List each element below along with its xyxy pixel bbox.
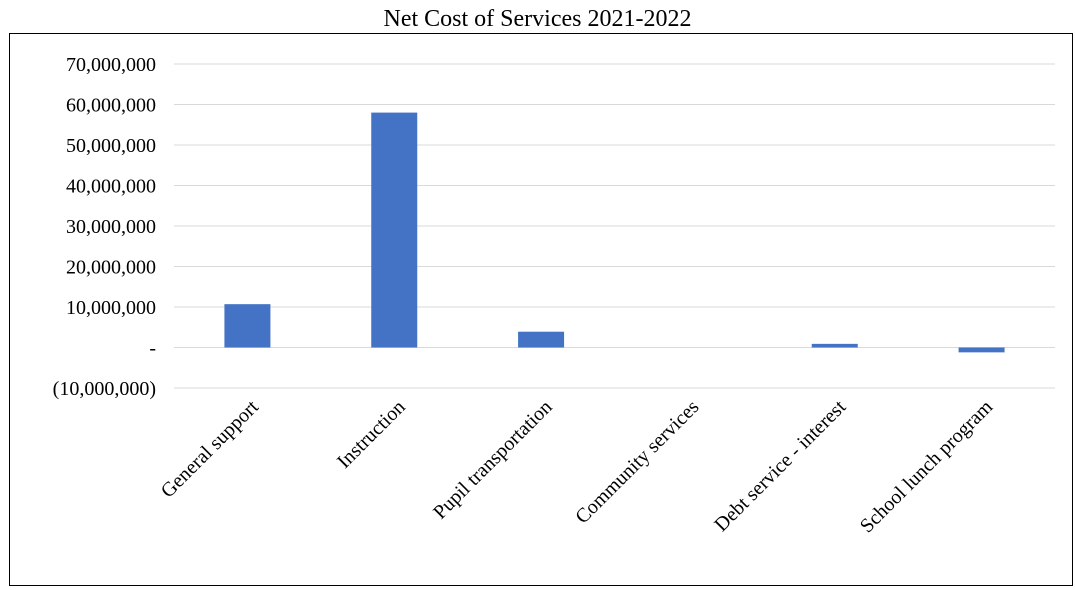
y-tick-label: 60,000,000 [66, 95, 156, 117]
x-category-label: Pupil transportation [429, 396, 557, 524]
y-tick-label: 30,000,000 [66, 216, 156, 238]
x-axis-category-labels: General support Instruction Pupil transpor… [157, 396, 998, 538]
x-category-label: Community services [571, 396, 703, 528]
x-category-label: Instruction [333, 396, 410, 473]
bars [224, 112, 1005, 353]
x-category-label: School lunch program [856, 396, 998, 538]
y-tick-label: 10,000,000 [66, 297, 156, 319]
y-axis-tick-labels: 70,000,000 60,000,000 50,000,000 40,000,000… [53, 54, 156, 400]
bar [518, 331, 565, 348]
bar [811, 343, 858, 348]
bar [224, 304, 271, 348]
y-tick-label: 20,000,000 [66, 257, 156, 279]
y-tick-label: - [149, 338, 156, 360]
y-tick-label: (10,000,000) [53, 378, 156, 400]
y-tick-label: 70,000,000 [66, 54, 156, 76]
chart-frame [9, 33, 1073, 586]
bar [958, 347, 1005, 353]
chart-title: Net Cost of Services 2021-2022 [383, 6, 692, 32]
y-tick-label: 50,000,000 [66, 135, 156, 157]
x-category-label: Debt service - interest [710, 396, 850, 536]
x-category-label: General support [157, 396, 264, 503]
y-tick-label: 40,000,000 [66, 176, 156, 198]
gridlines [174, 63, 1055, 389]
bar [371, 112, 418, 348]
